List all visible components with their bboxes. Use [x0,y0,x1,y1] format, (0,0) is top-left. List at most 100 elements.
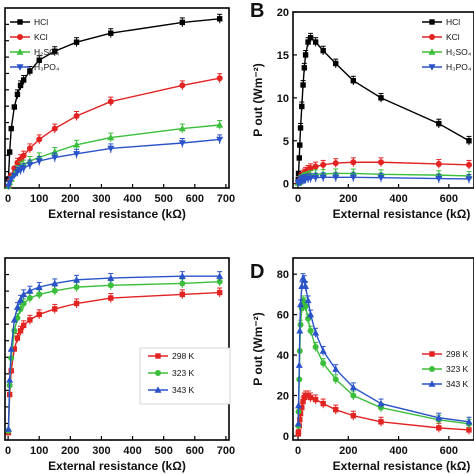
legend-marker [154,386,162,393]
data-point [465,161,472,168]
data-point [51,154,59,162]
data-point [52,306,58,312]
data-point [27,68,33,74]
x-tick-label: 0 [295,193,301,205]
data-point [320,161,327,168]
x-tick-label: 400 [123,193,141,205]
data-point [302,282,310,290]
data-point [51,279,59,287]
data-point [11,346,18,352]
legend-label: H₂SO₄ [446,47,472,57]
data-point [6,149,13,155]
legend: 298 K 323 K 343 K [139,347,231,405]
data-point [320,47,326,54]
data-point [20,322,27,329]
data-point [36,311,42,318]
chart-panel-1: 0 100 200 300 400 500 600 700 External resistanc… [4,7,235,221]
y-tick-label: 10 [277,93,289,105]
data-point [107,274,115,281]
data-point [35,158,43,165]
data-point [435,414,443,421]
data-point [304,296,312,304]
data-point [216,272,224,279]
series-343 K [4,271,224,432]
data-point [349,174,357,181]
x-tick-label: 100 [30,193,48,205]
data-point [17,82,24,89]
data-point [26,145,33,152]
y-tick-label: 40 [277,350,289,362]
data-point [378,419,384,425]
data-point [302,52,309,58]
data-point [350,413,357,419]
data-point [295,429,302,435]
x-tick-label: 0 [5,445,11,457]
y-axis-label: P out (Wm⁻²) [251,63,265,136]
series-KCl [5,73,223,190]
data-point [6,376,14,383]
data-point [301,65,308,71]
legend-marker [429,34,435,40]
data-point [294,420,302,427]
data-point [312,39,319,45]
data-point [320,360,327,367]
data-point [300,82,306,88]
data-point [20,152,27,159]
x-axis-label: External resistance (kΩ) [333,207,471,221]
data-point [307,165,314,172]
x-tick-label: 100 [30,445,48,457]
legend-label: HCl [446,17,460,27]
data-point [312,329,320,336]
data-point [299,103,305,110]
data-point [107,145,115,153]
series-H₃PO₄ [294,172,473,187]
plot-frame [4,7,230,189]
data-point [216,121,224,128]
data-point [436,425,442,431]
data-point [107,282,114,289]
data-point [14,335,21,341]
data-point [332,365,340,372]
data-point [377,399,385,407]
legend-label: H₂SO₄ [34,47,60,57]
chart-panel-2: 0 200 400 600 0 5 10 15 20 External resistance (k… [250,0,474,221]
y-tick-label: 0 [283,179,289,191]
x-tick-label: 300 [92,445,110,457]
data-point [14,91,21,98]
data-point [178,140,186,147]
x-tick-label: 200 [339,445,357,457]
legend-label: 298 K [172,351,195,361]
data-point [11,104,18,110]
legend-marker [16,64,24,71]
data-point [4,425,12,432]
panel-label: D [250,261,264,283]
legend-label: 343 K [446,379,469,389]
legend-label: KCl [34,32,48,42]
data-point [73,39,80,45]
legend-label: 323 K [446,364,469,374]
series-298 K [295,390,472,437]
series-KCl [295,157,472,187]
legend-label: 298 K [446,349,469,359]
series-343 K [294,273,473,427]
data-point [377,174,385,182]
data-point [332,174,340,181]
data-point [302,303,309,310]
data-point [26,161,34,169]
panel-label: B [250,0,264,22]
data-point [7,176,15,183]
data-point [73,141,81,148]
y-tick-label: 80 [277,269,289,281]
data-point [377,159,384,166]
data-point [179,280,186,287]
data-point [107,98,114,105]
data-point [27,317,33,323]
data-point [465,176,473,183]
data-point [51,125,58,132]
x-tick-label: 400 [389,193,407,205]
data-point [108,30,114,36]
data-point [350,159,357,166]
legend-marker [155,353,161,359]
data-point [17,296,25,303]
x-tick-label: 700 [217,445,235,457]
